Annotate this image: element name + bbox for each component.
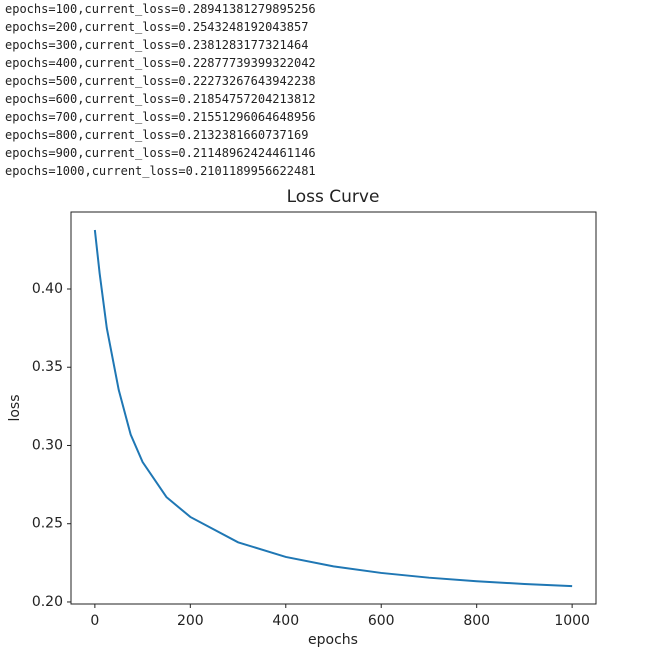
log-line: epochs=600,current_loss=0.21854757204213… — [5, 92, 316, 106]
x-tick-label: 800 — [463, 613, 490, 629]
x-tick-label: 400 — [272, 613, 299, 629]
x-tick-label: 1000 — [554, 613, 590, 629]
y-tick-label: 0.20 — [32, 594, 63, 610]
log-line: epochs=700,current_loss=0.21551296064648… — [5, 110, 316, 124]
y-tick-label: 0.25 — [32, 516, 63, 532]
x-tick-label: 600 — [368, 613, 395, 629]
plot-frame — [70, 211, 597, 605]
log-line: epochs=100,current_loss=0.28941381279895… — [5, 2, 316, 16]
y-axis-label: loss — [7, 394, 23, 421]
loss-line — [93, 229, 573, 588]
x-tick-label: 0 — [90, 613, 99, 629]
log-line: epochs=300,current_loss=0.23812831773214… — [5, 38, 309, 52]
x-tick-label: 200 — [177, 613, 204, 629]
log-output: epochs=100,current_loss=0.28941381279895… — [5, 0, 316, 180]
y-tick-label: 0.35 — [32, 359, 63, 375]
chart-title: Loss Curve — [287, 187, 380, 207]
x-axis-label: epochs — [308, 632, 358, 648]
log-line: epochs=500,current_loss=0.22273267643942… — [5, 74, 316, 88]
y-tick-label: 0.30 — [32, 437, 63, 453]
log-line: epochs=800,current_loss=0.21323816607371… — [5, 128, 309, 142]
log-line: epochs=200,current_loss=0.25432481920438… — [5, 20, 309, 34]
log-line: epochs=400,current_loss=0.22877739399322… — [5, 56, 316, 70]
y-tick-label: 0.40 — [32, 281, 63, 297]
log-line: epochs=1000,current_loss=0.2101189956622… — [5, 164, 316, 178]
log-line: epochs=900,current_loss=0.21148962424461… — [5, 146, 316, 160]
